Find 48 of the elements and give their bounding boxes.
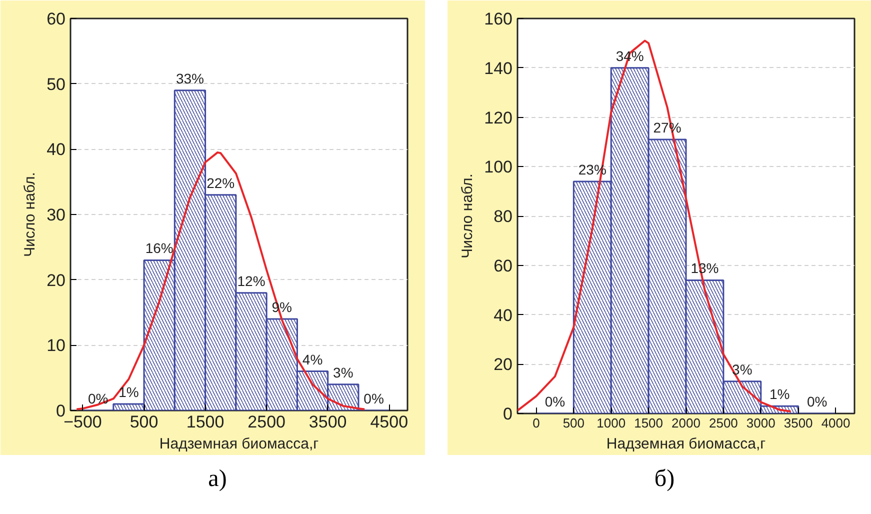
text: б): [654, 465, 675, 494]
y-tick-label: 80: [494, 207, 513, 226]
x-tick-label: 500: [562, 416, 585, 430]
y-tick-label: 60: [46, 10, 66, 28]
annotation: 0%: [544, 394, 566, 410]
annotation: 1%: [769, 386, 790, 402]
y-tick-label: 30: [46, 206, 66, 224]
x-tick-label: 1500: [634, 416, 664, 430]
y-tick-label: 160: [484, 10, 513, 28]
annotation: 22%: [206, 174, 235, 191]
x-tick-label: 4000: [821, 416, 850, 430]
annotation: 16%: [145, 240, 174, 256]
x-tick-label: 1000: [596, 416, 626, 430]
text: а): [208, 465, 227, 494]
y-tick-label: 40: [46, 140, 66, 160]
y-tick-label: 50: [46, 74, 66, 94]
annotation: 1%: [118, 384, 139, 400]
annotation: 33%: [176, 70, 204, 86]
x-tick-label: −500: [64, 412, 102, 432]
y-tick-label: 40: [494, 306, 513, 325]
y-tick-label: 140: [484, 58, 513, 78]
x-tick-label: 4500: [370, 412, 408, 432]
x-tick-label: 3000: [746, 416, 776, 430]
annotation: 3%: [732, 361, 752, 378]
x-tick-label: 2500: [708, 416, 738, 430]
x-tick-label: 3500: [784, 416, 813, 430]
y-tick-label: 20: [494, 355, 513, 374]
y-tick-label: 20: [46, 270, 66, 290]
x-tick-label: 2000: [672, 416, 700, 430]
annotation: 0%: [364, 390, 384, 406]
x-axis-title: Надземная биомасса,г: [159, 436, 320, 452]
x-tick-label: 3500: [308, 412, 347, 432]
y-tick-label: 60: [494, 256, 513, 276]
annotation: 0%: [88, 390, 108, 406]
x-axis-title: Надземная биомасса,г: [606, 436, 766, 452]
y-tick-label: 100: [484, 158, 513, 177]
x-tick-label: 500: [130, 412, 158, 432]
y-axis-title: Число набл.: [22, 172, 39, 257]
annotation: 3%: [333, 364, 354, 380]
y-tick-label: 10: [46, 336, 66, 356]
y-axis-title: Число набл.: [459, 174, 476, 258]
annotation: 0%: [806, 394, 828, 410]
y-tick-label: 120: [484, 108, 513, 128]
annotation: 12%: [237, 272, 266, 289]
annotation: 4%: [302, 351, 323, 368]
x-tick-label: 2500: [248, 412, 286, 432]
x-tick-label: 1500: [186, 412, 224, 432]
x-tick-label: 0: [532, 416, 540, 430]
